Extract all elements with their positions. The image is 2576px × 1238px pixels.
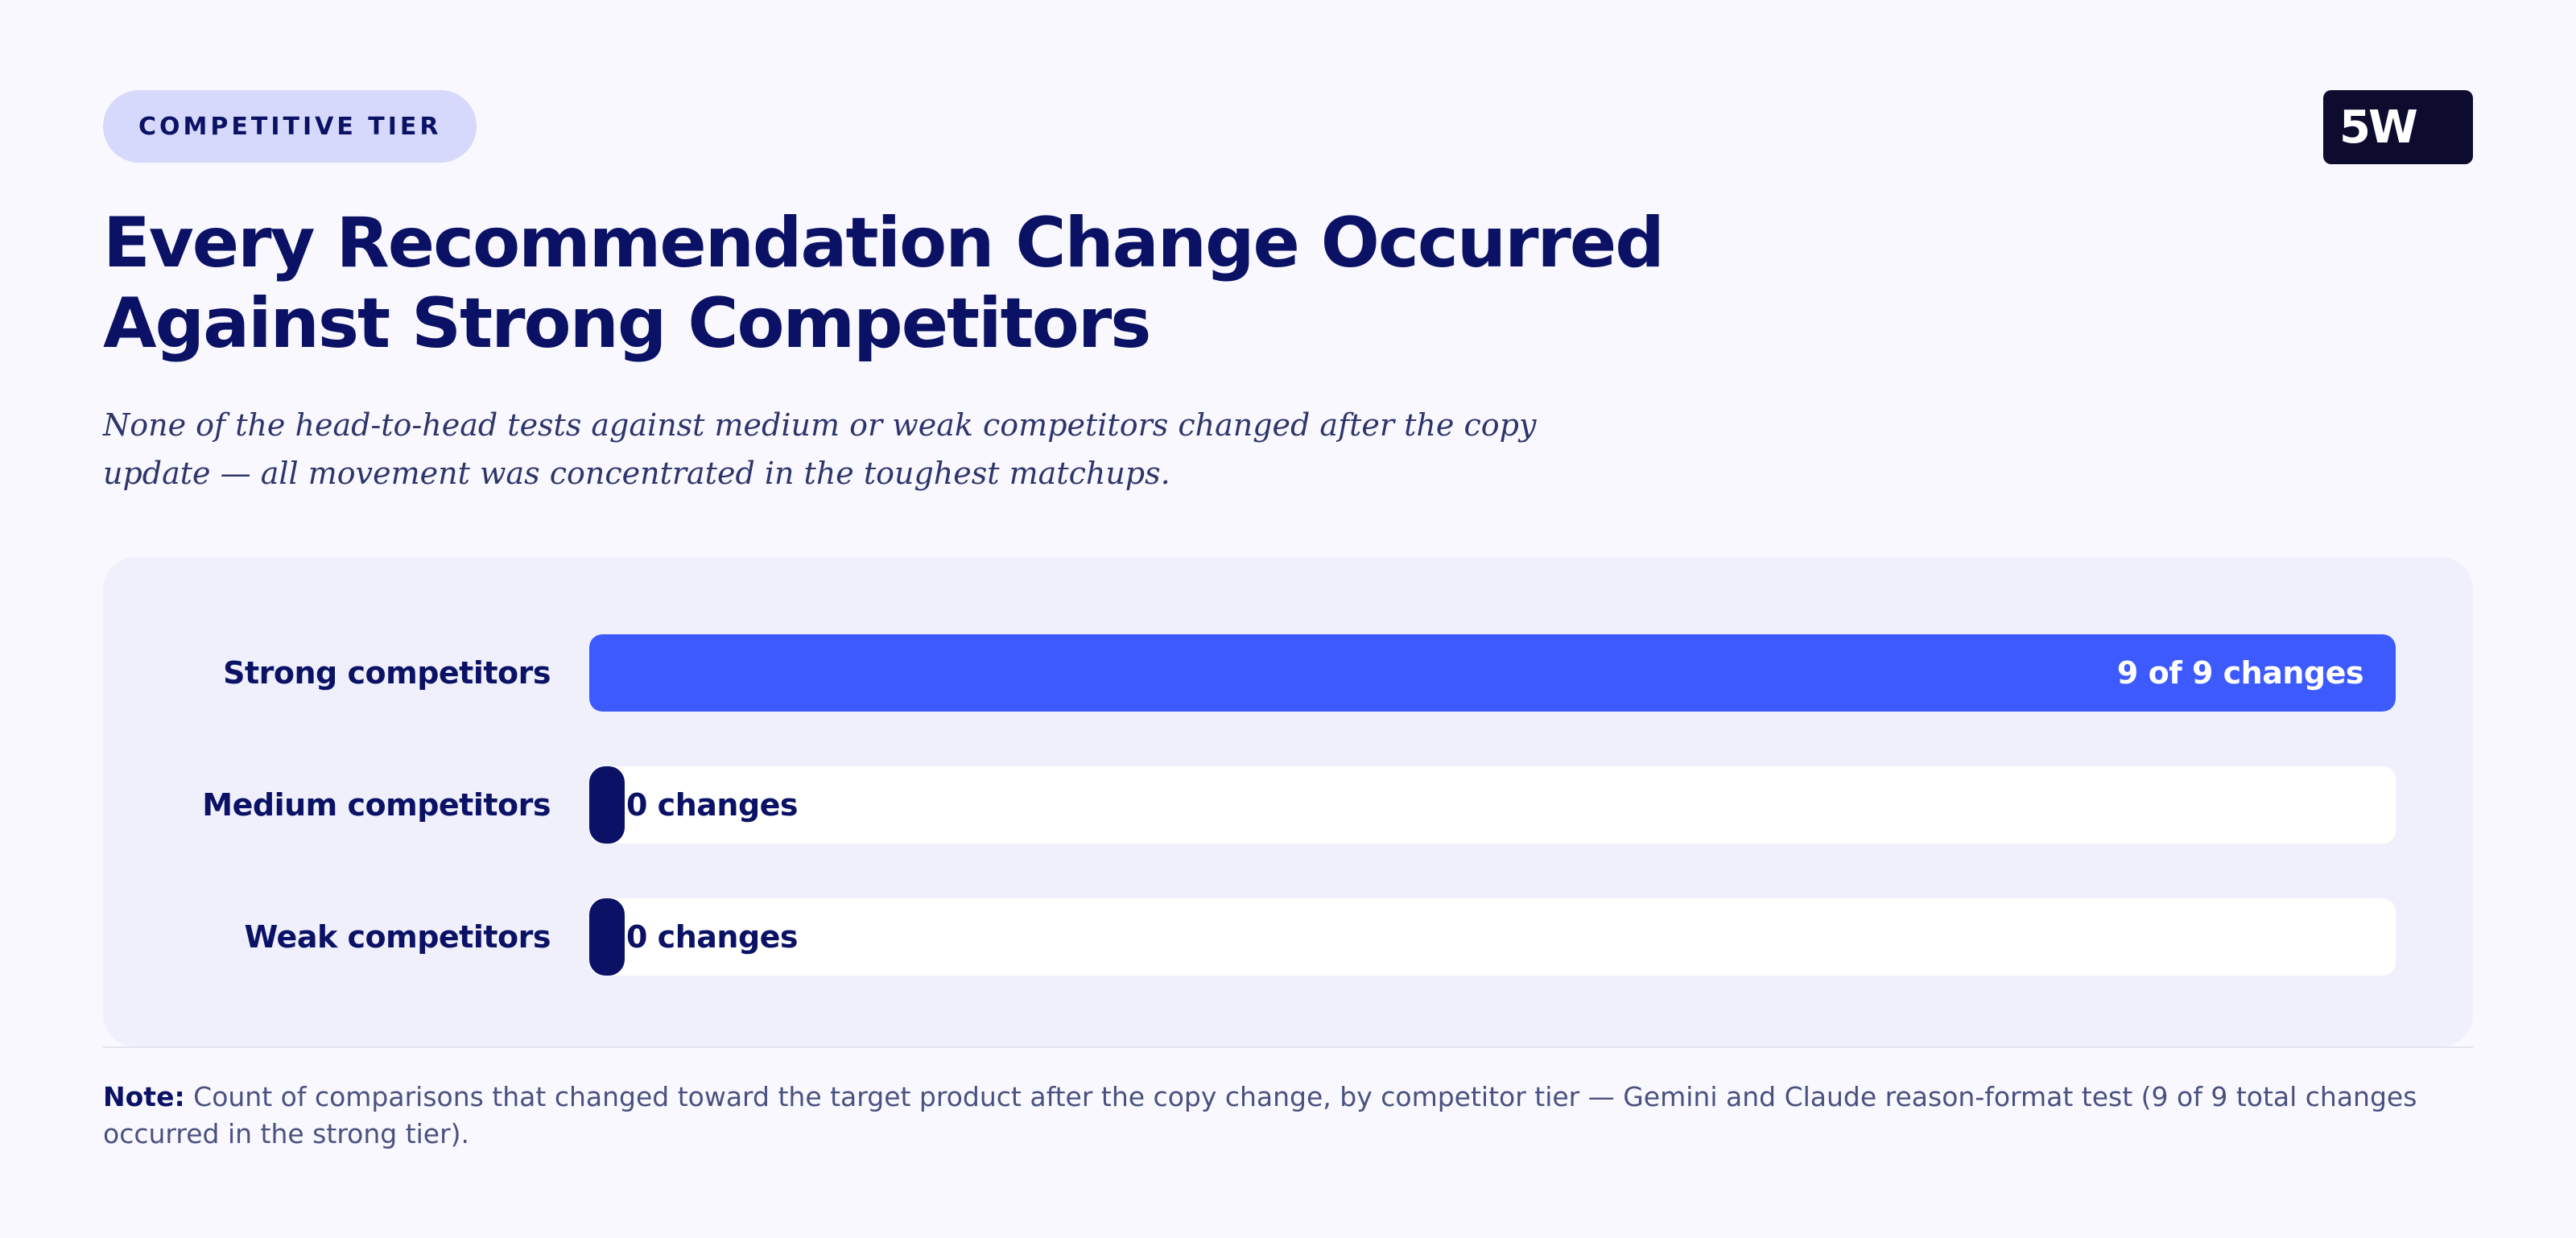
bar-chart-panel: Strong competitors 9 of 9 changes Medium c… (103, 557, 2473, 1046)
bar-track: 9 of 9 changes (589, 634, 2396, 712)
brand-logo: 5W (2323, 90, 2473, 164)
footnote-label: Note: (103, 1081, 185, 1112)
bar (589, 766, 625, 844)
bar-category-label: Strong competitors (223, 655, 551, 691)
bar-value-label: 0 changes (626, 787, 799, 823)
bar-row: Medium competitors 0 changes (103, 766, 2473, 844)
bar-row: Weak competitors 0 changes (103, 898, 2473, 976)
bar-value-label: 9 of 9 changes (2116, 655, 2364, 691)
bar-category-label: Medium competitors (202, 787, 551, 823)
page-title: Every Recommendation Change Occurred Aga… (103, 203, 1665, 364)
bar (589, 634, 2396, 712)
bar-value-label: 0 changes (626, 919, 799, 955)
bar-track: 0 changes (589, 898, 2396, 976)
bar-category-label: Weak competitors (244, 919, 551, 955)
footnote: Note: Count of comparisons that changed … (103, 1079, 2473, 1153)
divider (103, 1046, 2473, 1048)
footnote-text: Count of comparisons that changed toward… (103, 1081, 2417, 1149)
bar-row: Strong competitors 9 of 9 changes (103, 634, 2473, 712)
page-subtitle: None of the head-to-head tests against m… (103, 407, 1537, 491)
bar-track: 0 changes (589, 766, 2396, 844)
bar (589, 898, 625, 976)
category-tag: COMPETITIVE TIER (103, 90, 477, 163)
